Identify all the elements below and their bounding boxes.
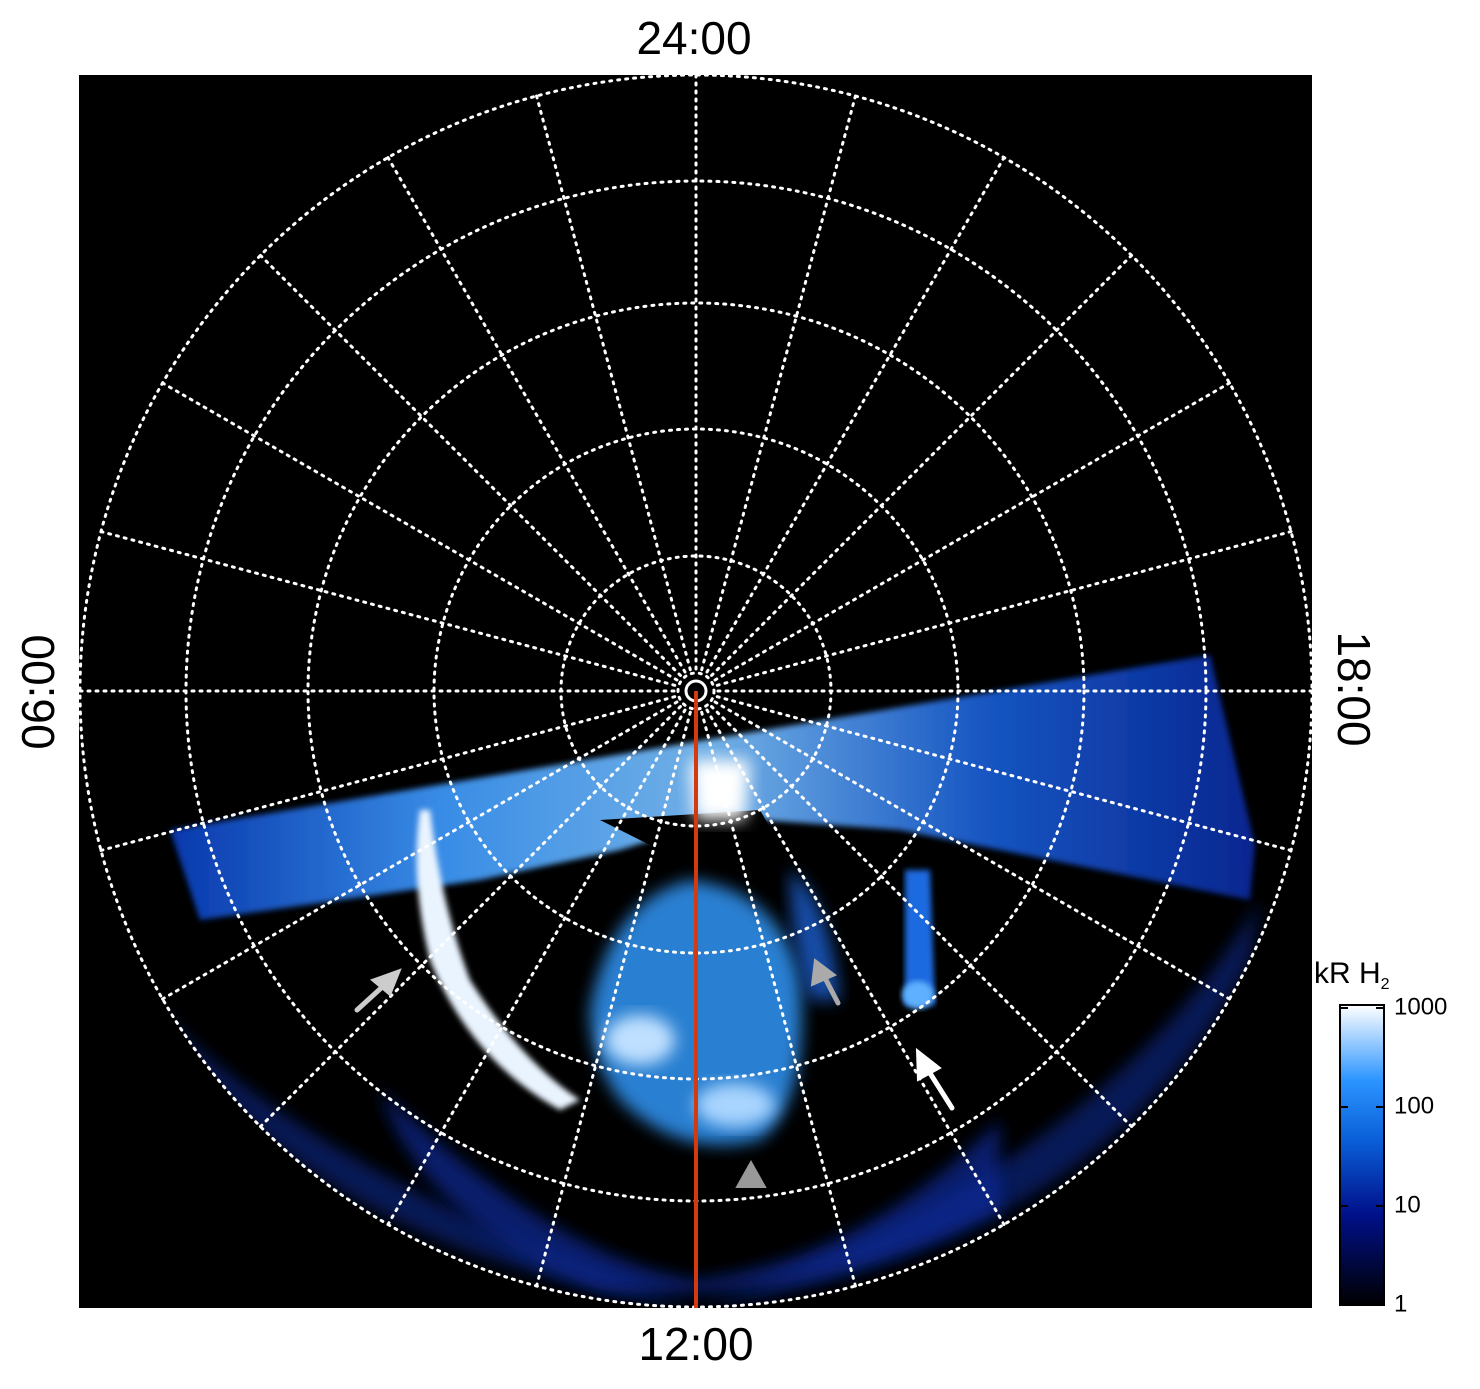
colorbar [1339,1004,1385,1306]
label-noon: 12:00 [638,1318,753,1370]
colorbar-label-main: kR H [1314,957,1381,990]
aurora-emission [150,655,1260,1307]
label-dawn: 06:00 [12,634,64,749]
colorbar-label-sub: 2 [1381,976,1390,993]
meridian [715,695,1293,852]
meridian [705,708,1006,1226]
colorbar-label: kR H2 [1314,957,1390,993]
meridian [535,710,692,1288]
colorbar-tick-label: 1000 [1394,993,1447,1020]
meridian [386,156,687,674]
meridian [386,708,687,1226]
meridian [700,710,857,1288]
meridian [161,381,679,682]
meridian [713,381,1231,682]
meridian [700,94,857,672]
colorbar-tick-label: 1 [1394,1290,1407,1317]
latitude-circle [676,671,716,711]
colorbar-tick-label: 100 [1394,1092,1434,1119]
meridian [161,700,679,1001]
meridian [705,156,1006,674]
meridian [710,253,1134,677]
meridian [713,700,1231,1001]
polar-grid [78,73,1314,1309]
colorbar-tick-label: 10 [1394,1191,1421,1218]
meridian [99,530,677,687]
meridian [715,530,1293,687]
meridian [710,705,1134,1129]
meridian [99,695,677,852]
meridian [258,253,682,677]
label-dusk: 18:00 [1328,631,1380,746]
meridian [258,705,682,1129]
arrows [354,958,955,1188]
label-midnight: 24:00 [636,12,751,64]
meridian [535,94,692,672]
